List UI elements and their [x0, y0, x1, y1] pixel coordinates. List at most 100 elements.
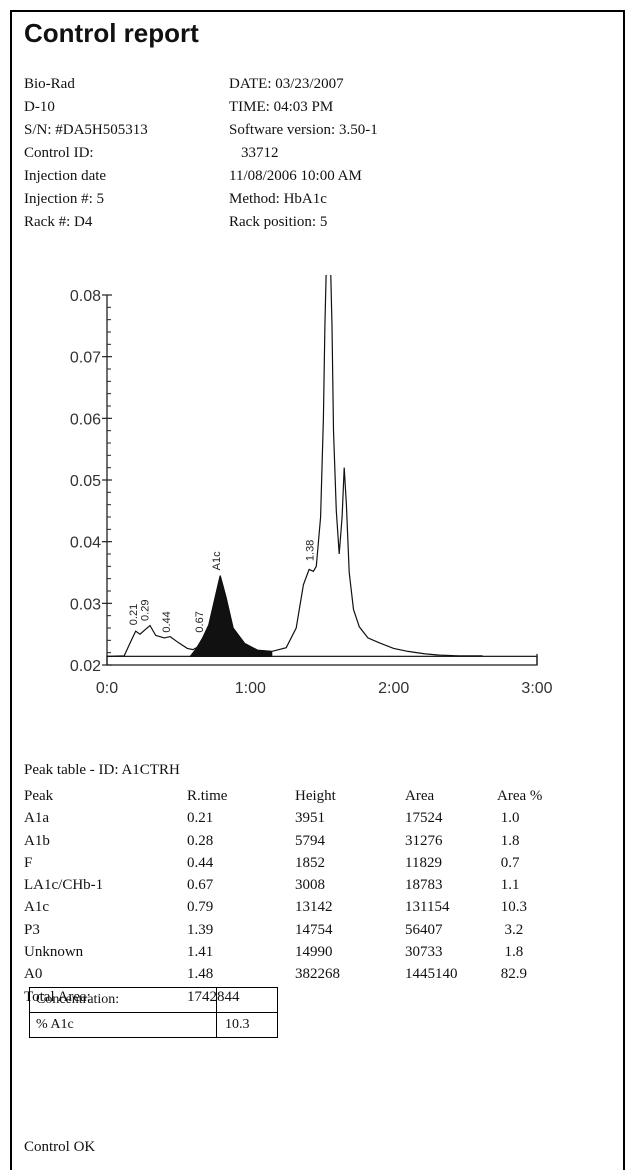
cell-area-pct: 1.8 [497, 832, 520, 849]
cell-height: 14754 [295, 921, 333, 938]
cell-height: 3008 [295, 877, 325, 894]
cell-area: 17524 [405, 810, 443, 827]
table-row: F 0.44 1852 11829 0.7 [24, 852, 567, 874]
chromatogram-chart: 0.08 0.07 0.06 0.05 0.04 0.03 0.02 0:0 1:00 2:00 3… [10, 266, 625, 750]
cell-area-pct: 1.1 [497, 877, 520, 894]
cell-rtime: 0.28 [187, 832, 214, 849]
peak-label: A1c [211, 551, 223, 570]
report-time: TIME: 04:03 PM [229, 99, 334, 115]
cell-peak: Unknown [24, 944, 84, 961]
peak-label: 0.67 [194, 611, 206, 632]
y-tick-label: 0.05 [70, 473, 101, 490]
control-id-value: 33712 [241, 145, 279, 161]
a1c-label: % A1c [29, 1012, 217, 1038]
cell-peak: P3 [24, 921, 40, 938]
cell-area-pct: 0.7 [497, 854, 520, 871]
cell-height: 3951 [295, 810, 325, 827]
report-title: Control report [24, 18, 199, 48]
x-tick-label: 2:00 [378, 680, 409, 697]
instrument-model: D-10 [24, 99, 55, 115]
table-row: P3 1.39 14754 56407 3.2 [24, 919, 567, 941]
y-tick-label: 0.07 [70, 350, 101, 367]
header-peak: Peak [24, 788, 54, 804]
header-rtime: R.time [187, 788, 228, 804]
cell-height: 14990 [295, 944, 333, 961]
y-tick-label: 0.02 [70, 658, 101, 675]
cell-height: 13142 [295, 899, 333, 916]
peak-label: 0.44 [161, 611, 173, 632]
concentration-label: Concentration: [29, 987, 217, 1013]
table-row: A1c 0.79 13142 131154 10.3 [24, 896, 567, 918]
a1c-value: 10.3 [216, 1012, 278, 1038]
cell-area: 1445140 [405, 966, 458, 983]
injection-date-label: Injection date [24, 168, 107, 184]
peak-label: 0.21 [128, 604, 140, 625]
cell-area: 11829 [405, 854, 442, 871]
x-tick-label: 1:00 [235, 680, 266, 697]
peak-table: Peak R.time Height Area Area % A1a 0.21 … [24, 785, 567, 1008]
x-tick-label: 0:0 [96, 680, 118, 697]
injection-number: Injection #: 5 [24, 191, 104, 207]
serial-number: S/N: #DA5H505313 [24, 122, 148, 138]
cell-height: 1852 [295, 854, 325, 871]
injection-date-value: 11/08/2006 10:00 AM [229, 168, 362, 184]
control-id-label: Control ID: [24, 145, 94, 161]
rack-position: Rack position: 5 [229, 214, 328, 230]
method: Method: HbA1c [229, 191, 327, 207]
cell-area: 31276 [405, 832, 443, 849]
peak-table-title: Peak table - ID: A1CTRH [24, 762, 180, 778]
cell-area-pct: 1.8 [497, 944, 524, 961]
header-height: Height [295, 788, 336, 804]
peak-table-header: Peak R.time Height Area Area % [24, 785, 567, 807]
report-frame [10, 10, 625, 1170]
concentration-a1c-row: % A1c 10.3 [29, 1012, 278, 1038]
cell-rtime: 0.44 [187, 854, 214, 871]
table-row: A1b 0.28 5794 31276 1.8 [24, 830, 567, 852]
cell-peak: A1b [24, 832, 50, 849]
rack-number: Rack #: D4 [24, 214, 93, 230]
report-date: DATE: 03/23/2007 [229, 76, 344, 92]
cell-peak: F [24, 854, 33, 871]
run-info: DATE: 03/23/2007 TIME: 04:03 PM Software… [229, 73, 378, 234]
header-area-pct: Area % [497, 788, 543, 804]
cell-area: 131154 [405, 899, 450, 916]
instrument-maker: Bio-Rad [24, 76, 75, 92]
y-tick-label: 0.04 [70, 535, 101, 552]
header-area: Area [405, 788, 435, 804]
cell-peak: A1a [24, 810, 49, 827]
cell-peak: A1c [24, 899, 49, 916]
instrument-info: Bio-Rad D-10 S/N: #DA5H505313 Control ID… [24, 73, 148, 234]
cell-rtime: 1.48 [187, 966, 214, 983]
y-tick-label: 0.08 [70, 288, 101, 305]
y-tick-label: 0.03 [70, 596, 101, 613]
cell-height: 5794 [295, 832, 325, 849]
cell-rtime: 0.21 [187, 810, 214, 827]
chromatogram-trace [106, 266, 483, 657]
cell-rtime: 1.39 [187, 921, 214, 938]
cell-height: 382268 [295, 966, 340, 983]
cell-area: 56407 [405, 921, 443, 938]
cell-peak: LA1c/CHb-1 [24, 877, 104, 894]
concentration-blank [216, 987, 278, 1013]
cell-rtime: 0.79 [187, 899, 214, 916]
software-version: Software version: 3.50-1 [229, 122, 378, 138]
baseline-box [106, 655, 538, 666]
concentration-table: Concentration: % A1c 10.3 [29, 987, 278, 1038]
cell-area-pct: 82.9 [497, 966, 527, 983]
cell-rtime: 0.67 [187, 877, 214, 894]
table-row: Unknown 1.41 14990 30733 1.8 [24, 941, 567, 963]
table-row: A1a 0.21 3951 17524 1.0 [24, 807, 567, 829]
peak-label: 0.29 [140, 600, 152, 621]
concentration-header-row: Concentration: [29, 987, 278, 1013]
cell-area-pct: 1.0 [497, 810, 520, 827]
control-status: Control OK [24, 1139, 96, 1155]
cell-area-pct: 3.2 [497, 921, 524, 938]
cell-area-pct: 10.3 [497, 899, 527, 916]
y-tick-label: 0.06 [70, 411, 101, 428]
peak-label: 1.38 [304, 540, 316, 561]
cell-area: 30733 [405, 944, 443, 961]
cell-peak: A0 [24, 966, 43, 983]
cell-area: 18783 [405, 877, 443, 894]
x-tick-label: 3:00 [521, 680, 552, 697]
cell-rtime: 1.41 [187, 944, 214, 961]
